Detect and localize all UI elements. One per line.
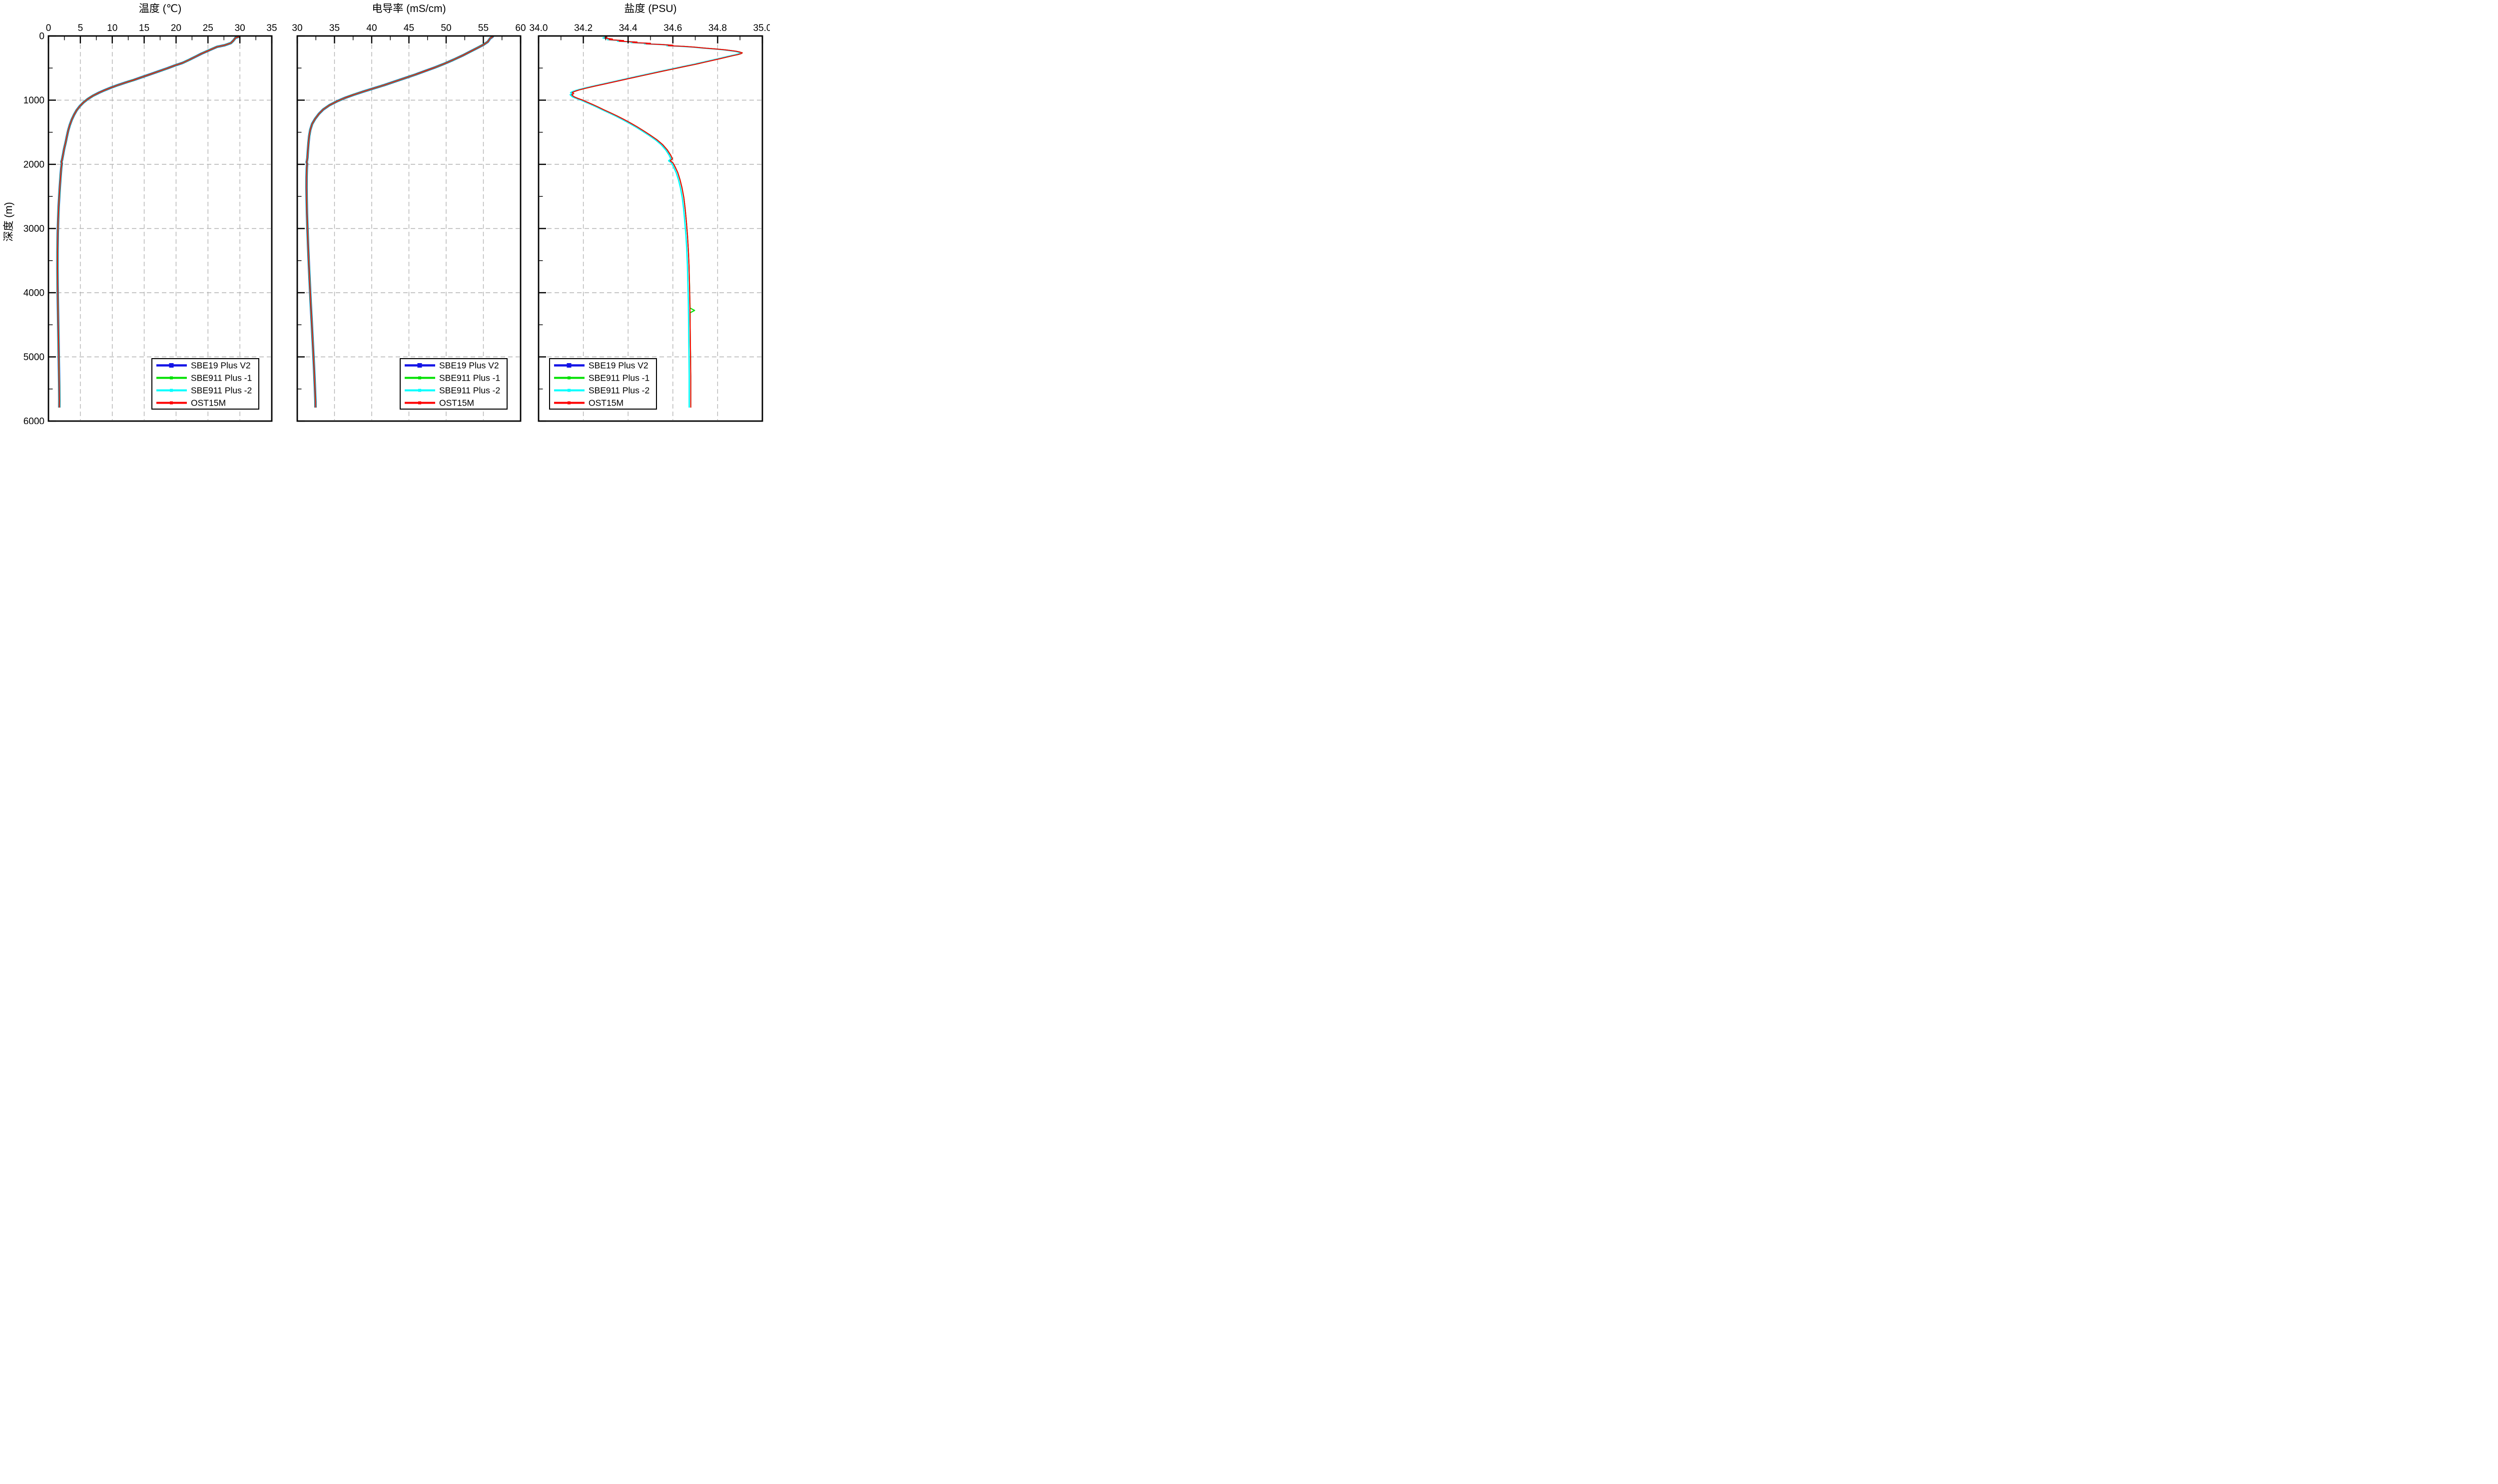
legend-label: OST15M — [589, 398, 624, 408]
depth-tick-label: 1000 — [23, 95, 44, 106]
legend-label: OST15M — [191, 398, 226, 408]
conductivity-x-tick-label: 30 — [292, 23, 302, 33]
legend-label: SBE911 Plus -2 — [589, 386, 649, 396]
conductivity-x-tick-label: 40 — [366, 23, 377, 33]
salinity-x-tick-label: 34.0 — [530, 23, 548, 33]
temperature-x-tick-label: 25 — [203, 23, 213, 33]
conductivity-x-tick-label: 45 — [404, 23, 414, 33]
legend-label: SBE911 Plus -1 — [589, 373, 649, 383]
depth-axis-title: 深度 (m) — [3, 202, 14, 242]
temperature-panel: 0 5 10 15 20 25 30 35 0 1000 2000 3000 4000 5000 6000 S… — [23, 23, 277, 424]
legend-label: SBE911 Plus -2 — [191, 386, 252, 396]
salinity-legend: SBE19 Plus V2 SBE911 Plus -1 SBE911 Plus -… — [549, 358, 657, 410]
legend-label: SBE19 Plus V2 — [191, 361, 251, 371]
salinity-x-tick-label: 34.8 — [708, 23, 727, 33]
depth-tick-label: 3000 — [23, 224, 44, 234]
temperature-x-tick-label: 20 — [171, 23, 181, 33]
conductivity-x-tick-label: 55 — [478, 23, 489, 33]
profiles-chart: 0 5 10 15 20 25 30 35 0 1000 2000 3000 4000 5000 6000 S… — [23, 23, 770, 424]
legend-label: OST15M — [439, 398, 474, 408]
conductivity-x-tick-label: 60 — [515, 23, 526, 33]
salinity-curve-sbe19-plus-v2 — [571, 36, 743, 408]
temperature-x-tick-label: 5 — [78, 23, 83, 33]
temperature-curve-sbe911-plus--1 — [56, 36, 240, 408]
temperature-axis-title: 温度 (℃) — [138, 3, 182, 14]
salinity-x-tick-label: 34.6 — [663, 23, 682, 33]
salinity-curve-ost15m — [571, 36, 743, 408]
depth-tick-label: 5000 — [23, 352, 44, 363]
salinity-curve-sbe911-plus--2 — [569, 36, 741, 408]
depth-tick-label: 4000 — [23, 288, 44, 299]
salinity-axis-title: 盐度 (PSU) — [624, 3, 677, 14]
salinity-x-tick-label: 34.2 — [574, 23, 593, 33]
conductivity-curve-ost15m — [306, 36, 494, 408]
depth-tick-label: 0 — [39, 31, 44, 42]
conductivity-panel: 30 35 40 45 50 55 60 SBE19 Plus V2 SBE911 Plus -… — [292, 23, 526, 422]
legend-label: SBE911 Plus -1 — [439, 373, 500, 383]
salinity-x-tick-label: 35.0 — [753, 23, 770, 33]
temperature-x-tick-label: 0 — [46, 23, 51, 33]
conductivity-x-tick-label: 50 — [441, 23, 451, 33]
conductivity-x-tick-label: 35 — [329, 23, 340, 33]
depth-tick-label: 2000 — [23, 160, 44, 170]
temperature-curve-ost15m — [57, 36, 240, 408]
temperature-x-tick-label: 35 — [266, 23, 277, 33]
temperature-x-tick-label: 15 — [139, 23, 149, 33]
temperature-curve-sbe911-plus--2 — [56, 36, 240, 408]
legend-label: SBE19 Plus V2 — [589, 361, 648, 371]
salinity-curve-sbe911-plus--1 — [571, 36, 743, 408]
legend-label: SBE19 Plus V2 — [439, 361, 499, 371]
temperature-x-tick-label: 30 — [235, 23, 245, 33]
temperature-legend: SBE19 Plus V2 SBE911 Plus -1 SBE911 Plus -… — [151, 358, 259, 410]
ctd-comparison-figure: 0 5 10 15 20 25 30 35 0 1000 2000 3000 4000 5000 6000 S… — [0, 0, 770, 424]
conductivity-legend: SBE19 Plus V2 SBE911 Plus -1 SBE911 Plus -… — [400, 358, 508, 410]
depth-tick-label: 6000 — [23, 417, 44, 425]
conductivity-axis-title: 电导率 (mS/cm) — [372, 3, 446, 14]
salinity-x-tick-label: 34.4 — [619, 23, 637, 33]
legend-label: SBE911 Plus -1 — [191, 373, 252, 383]
legend-label: SBE911 Plus -2 — [439, 386, 500, 396]
temperature-x-tick-label: 10 — [107, 23, 117, 33]
temperature-curve-sbe19-plus-v2 — [56, 36, 241, 408]
